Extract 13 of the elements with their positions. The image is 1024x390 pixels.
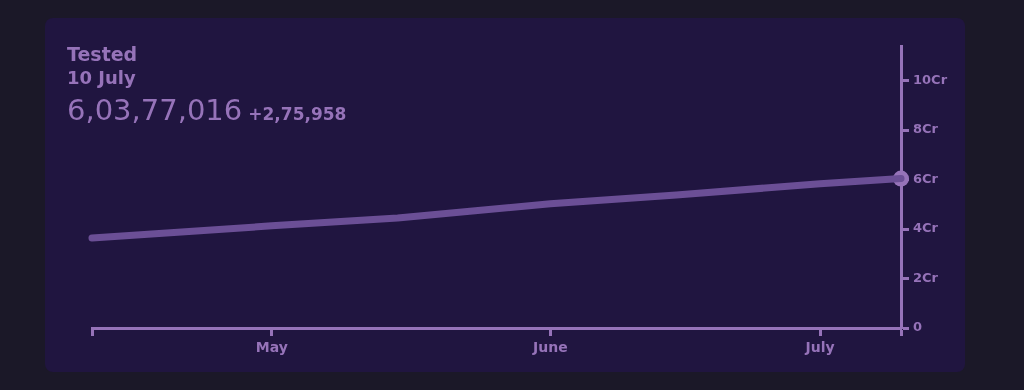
- y-tick-label: 6Cr: [913, 170, 939, 186]
- y-tick-label: 10Cr: [913, 72, 948, 88]
- y-tick-label: 8Cr: [913, 121, 939, 137]
- y-tick-label: 2Cr: [913, 269, 939, 285]
- x-tick-label: June: [532, 339, 568, 356]
- y-tick-label: 4Cr: [913, 220, 939, 236]
- annotation: 6,03,77,016: [67, 93, 243, 127]
- annotation: +2,75,958: [248, 104, 347, 124]
- text: 10 July: [67, 66, 137, 90]
- chart-title: Tested: [67, 42, 139, 66]
- x-tick-label: July: [804, 339, 835, 356]
- y-tick-label: 0: [913, 319, 923, 335]
- x-tick-label: May: [255, 339, 288, 356]
